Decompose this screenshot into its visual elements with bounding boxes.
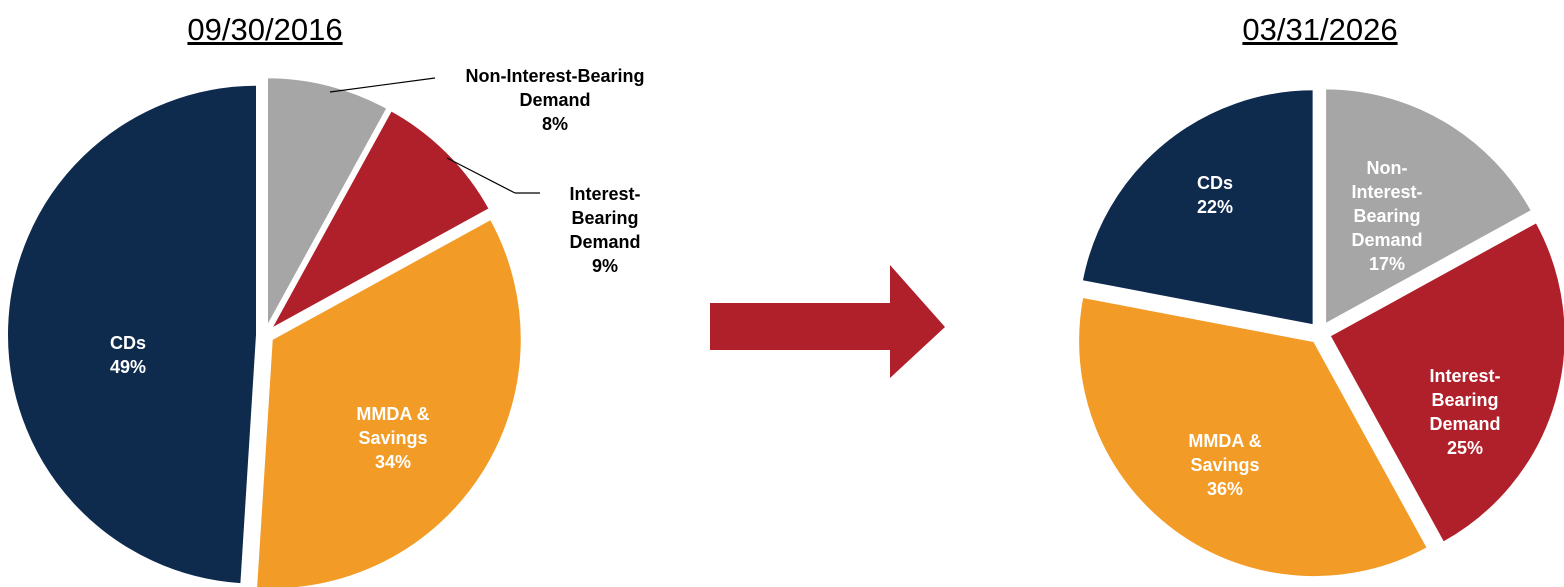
slice-label: Non-Interest-Bearing Demand 17% (1337, 156, 1437, 276)
category-name: Interest-Bearing Demand (569, 184, 641, 252)
category-name: MMDA & Savings (356, 404, 430, 448)
pie-slice (265, 76, 389, 328)
category-name: CDs (1196, 173, 1233, 193)
category-name: Non-Interest-Bearing Demand (1351, 158, 1423, 250)
value-label: 17% (1368, 254, 1406, 274)
pie-slice (268, 108, 492, 332)
value-label: 9% (591, 256, 618, 276)
chart-title: 09/30/2016 (187, 12, 343, 47)
pie-slice (1324, 87, 1534, 327)
slice-label: MMDA & Savings 36% (1160, 429, 1290, 501)
value-label: 25% (1446, 438, 1484, 458)
value-label: 36% (1206, 479, 1244, 499)
arrow (710, 265, 945, 378)
category-name: Non-Interest-Bearing Demand (465, 66, 645, 110)
pie-slice (6, 83, 259, 586)
slice-label: Interest-Bearing Demand 9% (545, 182, 665, 278)
pie-slice (1328, 220, 1564, 544)
leader-line (446, 157, 516, 194)
value-label: 34% (374, 452, 412, 472)
value-label: 49% (109, 357, 147, 377)
pie-slice (255, 217, 523, 587)
slice-label: CDs 49% (63, 331, 193, 379)
slice-label: Non-Interest-Bearing Demand 8% (460, 64, 650, 136)
pie-slice (1077, 295, 1430, 579)
value-label: 8% (541, 114, 568, 134)
leader-line (329, 77, 436, 93)
category-name: CDs (109, 333, 146, 353)
category-name: MMDA & Savings (1188, 431, 1262, 475)
chart-title: 03/31/2026 (1242, 12, 1398, 47)
category-name: Interest-Bearing Demand (1429, 366, 1501, 434)
slice-label: MMDA & Savings 34% (328, 402, 458, 474)
value-label: 22% (1196, 197, 1234, 217)
slice-label: CDs 22% (1165, 171, 1265, 219)
pie-slice (1080, 88, 1315, 327)
slice-label: Interest-Bearing Demand 25% (1410, 364, 1520, 460)
